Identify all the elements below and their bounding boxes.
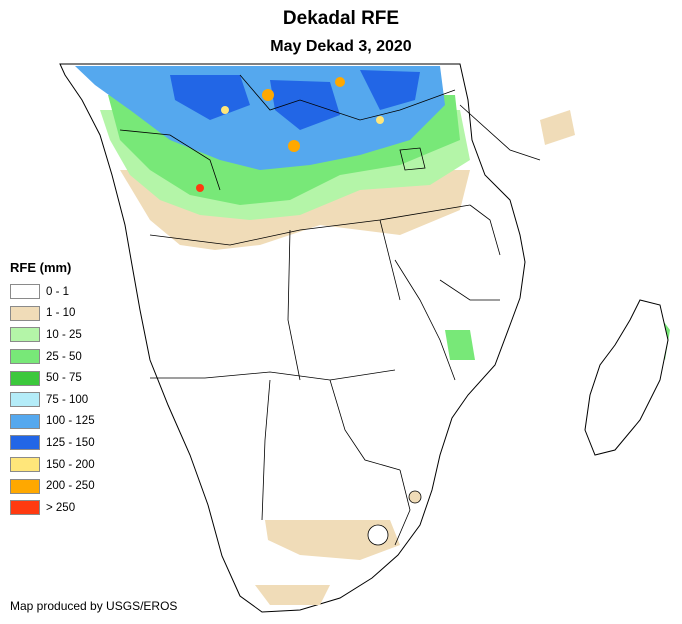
legend-item: 75 - 100 [10,389,95,411]
legend-swatch [10,349,40,365]
legend-swatch [10,284,40,300]
legend-title: RFE (mm) [10,260,72,275]
map-subtitle: May Dekad 3, 2020 [270,38,412,55]
legend-label: 75 - 100 [46,393,89,406]
madagascar-outline [584,299,669,456]
legend-label: 1 - 10 [46,307,76,320]
legend-item: 50 - 75 [10,367,95,389]
lake-victoria [399,147,426,171]
legend-label: 10 - 25 [46,328,82,341]
rain-east-dry [540,110,575,145]
legend-swatch [10,370,40,386]
lesotho-outline [367,524,389,546]
eswatini-outline [408,490,422,504]
legend-swatch [10,435,40,451]
legend-label: > 250 [46,501,76,514]
map-title: Dekadal RFE [282,8,400,29]
legend: RFE (mm) 0 - 1 1 - 10 10 - 25 25 - 50 50… [10,260,95,519]
legend-label: 0 - 1 [46,285,70,298]
legend-item: 125 - 150 [10,432,95,454]
legend-item: 150 - 200 [10,454,95,476]
legend-swatch [10,500,40,516]
legend-list: 0 - 1 1 - 10 10 - 25 25 - 50 50 - 75 75 … [10,281,95,519]
legend-item: 100 - 125 [10,411,95,433]
rain-blue-core [75,66,445,170]
legend-swatch [10,413,40,429]
legend-label: 200 - 250 [46,480,95,493]
legend-item: 200 - 250 [10,475,95,497]
legend-label: 25 - 50 [46,350,82,363]
legend-swatch [10,457,40,473]
rain-dark-blue-patches [170,70,420,130]
legend-label: 50 - 75 [46,372,82,385]
legend-swatch [10,478,40,494]
legend-item: 10 - 25 [10,324,95,346]
rainfall-layer [75,66,670,605]
map-credit: Map produced by USGS/EROS [10,599,178,613]
legend-swatch [10,327,40,343]
rain-heavy-spots [196,77,384,192]
country-borders [119,74,541,546]
legend-label: 150 - 200 [46,458,95,471]
legend-label: 125 - 150 [46,436,95,449]
legend-item: 0 - 1 [10,281,95,303]
legend-swatch [10,392,40,408]
legend-item: 25 - 50 [10,346,95,368]
legend-label: 100 - 125 [46,415,95,428]
legend-item: 1 - 10 [10,303,95,325]
rain-east-green [445,330,475,360]
legend-swatch [10,305,40,321]
legend-item: > 250 [10,497,95,519]
rain-southern-dry-2 [255,585,330,605]
rain-southern-dry-1 [265,520,400,560]
